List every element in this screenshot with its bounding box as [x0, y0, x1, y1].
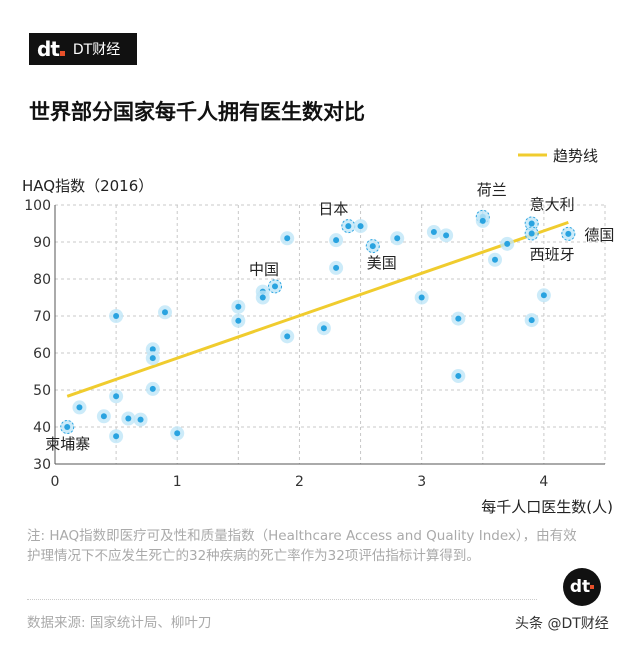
y-tick-label: 70: [33, 309, 51, 325]
data-point: [76, 404, 83, 411]
data-point: [369, 243, 376, 250]
x-tick-label: 4: [539, 474, 548, 490]
credit-watermark: 头条 @DT财经: [515, 616, 609, 632]
y-tick-label: 100: [24, 198, 51, 214]
data-point: [113, 313, 120, 319]
x-tick-label: 1: [173, 474, 182, 490]
logo-name: DT财经: [72, 42, 121, 58]
data-point: [333, 264, 340, 271]
y-axis-label: HAQ指数（2016）: [22, 177, 153, 195]
highlight-ring: [268, 279, 282, 294]
highlight-ring: [524, 226, 539, 241]
x-tick-label: 3: [417, 474, 426, 490]
data-point: [565, 230, 572, 237]
data-point: [174, 430, 181, 437]
y-tick-label: 30: [33, 457, 51, 473]
trend-line: [66, 220, 569, 398]
data-point: [418, 294, 425, 301]
data-point: [443, 232, 450, 239]
data-point: [528, 230, 535, 237]
data-point: [528, 317, 535, 324]
data-point: [284, 333, 291, 340]
point-label: 西班牙: [530, 245, 575, 263]
data-point: [149, 346, 156, 353]
data-source: 数据来源: 国家统计局、柳叶刀: [27, 615, 212, 631]
y-tick-label: 80: [33, 272, 51, 288]
data-point: [528, 220, 535, 227]
data-point: [149, 385, 156, 392]
point-label: 美国: [367, 254, 397, 272]
y-tick-label: 40: [33, 420, 51, 436]
highlight-ring: [561, 226, 576, 241]
legend-trend-label: 趋势线: [553, 147, 598, 165]
x-tick-label: 0: [51, 474, 60, 490]
data-point: [333, 237, 340, 244]
point-label: 中国: [249, 260, 279, 278]
data-point: [137, 416, 144, 423]
data-point: [113, 433, 120, 440]
data-point: [455, 372, 462, 379]
data-point: [394, 235, 401, 242]
data-point: [235, 317, 242, 324]
x-axis-label: 每千人口医生数(人): [481, 498, 613, 516]
data-point: [235, 303, 242, 310]
data-point: [149, 355, 156, 362]
point-label: 柬埔寨: [45, 435, 90, 453]
data-point: [125, 415, 132, 422]
dt-badge-logo: dt: [563, 568, 601, 606]
point-label: 德国: [584, 226, 614, 244]
logo-mark: dt: [37, 37, 65, 61]
footnote: 注: HAQ指数即医疗可及性和质量指数（Healthcare Access an…: [27, 528, 577, 564]
data-point: [430, 229, 437, 236]
point-label: 日本: [318, 200, 348, 218]
point-label: 荷兰: [477, 181, 507, 199]
y-tick-label: 90: [33, 235, 51, 251]
data-point: [259, 294, 266, 301]
data-point: [455, 315, 462, 322]
brand-logo: dt DT财经: [29, 33, 137, 65]
data-point: [504, 240, 511, 247]
data-point: [357, 223, 364, 230]
data-point: [113, 393, 120, 400]
y-tick-label: 50: [33, 383, 51, 399]
data-point: [492, 256, 498, 263]
y-tick-label: 60: [33, 346, 51, 362]
highlight-ring: [60, 420, 75, 434]
data-point: [540, 292, 547, 299]
data-point: [320, 325, 327, 332]
data-point: [284, 235, 291, 242]
data-point: [479, 217, 486, 224]
point-label: 意大利: [530, 196, 575, 214]
data-point: [64, 424, 71, 430]
highlight-ring: [365, 239, 380, 254]
chart-title: 世界部分国家每千人拥有医生数对比: [29, 100, 365, 124]
data-point: [162, 309, 168, 316]
divider: [27, 599, 537, 600]
data-point: [345, 223, 352, 230]
data-point: [272, 283, 278, 290]
data-point: [100, 413, 107, 420]
x-tick-label: 2: [295, 474, 304, 490]
